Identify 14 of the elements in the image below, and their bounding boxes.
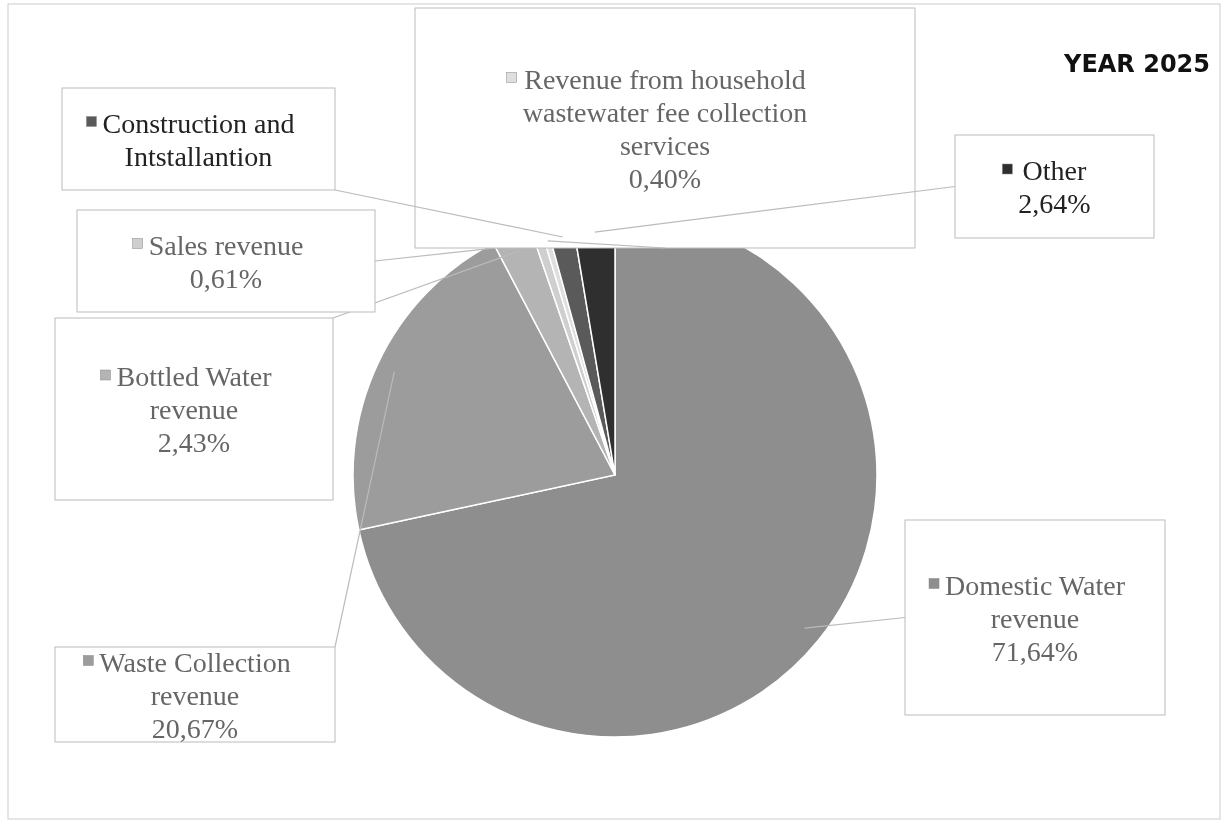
data-label: 2,64%: [1018, 188, 1091, 219]
data-label: 20,67%: [151, 712, 239, 744]
legend-label: Bottled Water revenue: [116, 361, 273, 425]
data-label: 0,61%: [189, 262, 263, 294]
legend-label: Revenue from household wastewater fee collection services: [522, 63, 808, 161]
legend-label: Other: [1022, 155, 1088, 186]
data-label: 71,64%: [991, 635, 1079, 667]
legend-label: Domestic Water revenue: [945, 569, 1126, 634]
legend-label: Sales revenue: [148, 229, 304, 261]
legend-label: Construction and Intstallantion: [102, 107, 295, 172]
data-label: 2,43%: [157, 427, 231, 458]
chart-title: YEAR 2025: [1063, 50, 1210, 78]
data-label: 0,40%: [628, 162, 702, 194]
legend-label: Waste Collection revenue: [99, 646, 291, 711]
